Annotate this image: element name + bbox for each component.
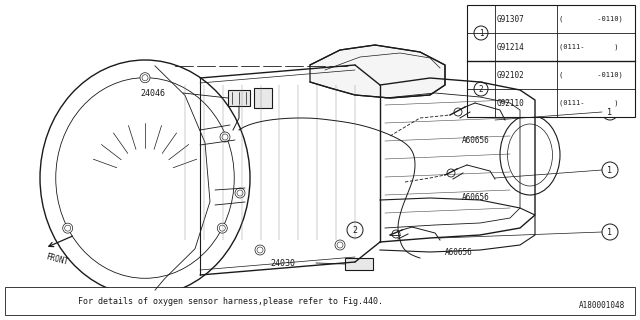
Text: (0111-       ): (0111- ) xyxy=(559,100,618,106)
FancyBboxPatch shape xyxy=(228,90,250,106)
Text: A60656: A60656 xyxy=(445,248,473,257)
Text: A60656: A60656 xyxy=(462,193,490,202)
Circle shape xyxy=(65,225,70,231)
Text: G91214: G91214 xyxy=(497,43,525,52)
FancyBboxPatch shape xyxy=(254,88,272,108)
Text: G92102: G92102 xyxy=(497,70,525,79)
Text: 1: 1 xyxy=(607,108,612,116)
Text: A60656: A60656 xyxy=(462,136,490,145)
Circle shape xyxy=(347,222,363,238)
Circle shape xyxy=(222,134,228,140)
Circle shape xyxy=(447,169,455,177)
Circle shape xyxy=(220,225,225,231)
Circle shape xyxy=(63,223,73,233)
Text: 2: 2 xyxy=(479,84,483,93)
Circle shape xyxy=(257,247,263,253)
Circle shape xyxy=(237,190,243,196)
Circle shape xyxy=(602,224,618,240)
Text: A180001048: A180001048 xyxy=(579,300,625,309)
Circle shape xyxy=(454,108,462,116)
Text: FRONT: FRONT xyxy=(45,253,69,267)
Text: 24046: 24046 xyxy=(140,89,165,98)
Polygon shape xyxy=(310,45,445,98)
Circle shape xyxy=(235,188,245,198)
FancyBboxPatch shape xyxy=(345,258,373,270)
Text: 2: 2 xyxy=(353,226,358,235)
FancyBboxPatch shape xyxy=(5,287,635,315)
Circle shape xyxy=(335,240,345,250)
Circle shape xyxy=(255,245,265,255)
Circle shape xyxy=(218,223,227,233)
Circle shape xyxy=(602,162,618,178)
Circle shape xyxy=(140,73,150,83)
Circle shape xyxy=(142,75,148,81)
Text: (        -0110): ( -0110) xyxy=(559,16,623,22)
Text: 1: 1 xyxy=(607,228,612,236)
Text: (        -0110): ( -0110) xyxy=(559,72,623,78)
Circle shape xyxy=(392,230,400,238)
Text: G91307: G91307 xyxy=(497,14,525,23)
FancyBboxPatch shape xyxy=(467,5,635,117)
Circle shape xyxy=(337,242,343,248)
Text: For details of oxygen sensor harness,please refer to Fig.440.: For details of oxygen sensor harness,ple… xyxy=(77,297,383,306)
Text: 1: 1 xyxy=(607,165,612,174)
Circle shape xyxy=(474,26,488,40)
Circle shape xyxy=(602,104,618,120)
Text: 24030: 24030 xyxy=(270,259,295,268)
Text: 1: 1 xyxy=(479,28,483,37)
Text: (0111-       ): (0111- ) xyxy=(559,44,618,50)
Circle shape xyxy=(220,132,230,142)
Text: G92110: G92110 xyxy=(497,99,525,108)
Circle shape xyxy=(474,82,488,96)
